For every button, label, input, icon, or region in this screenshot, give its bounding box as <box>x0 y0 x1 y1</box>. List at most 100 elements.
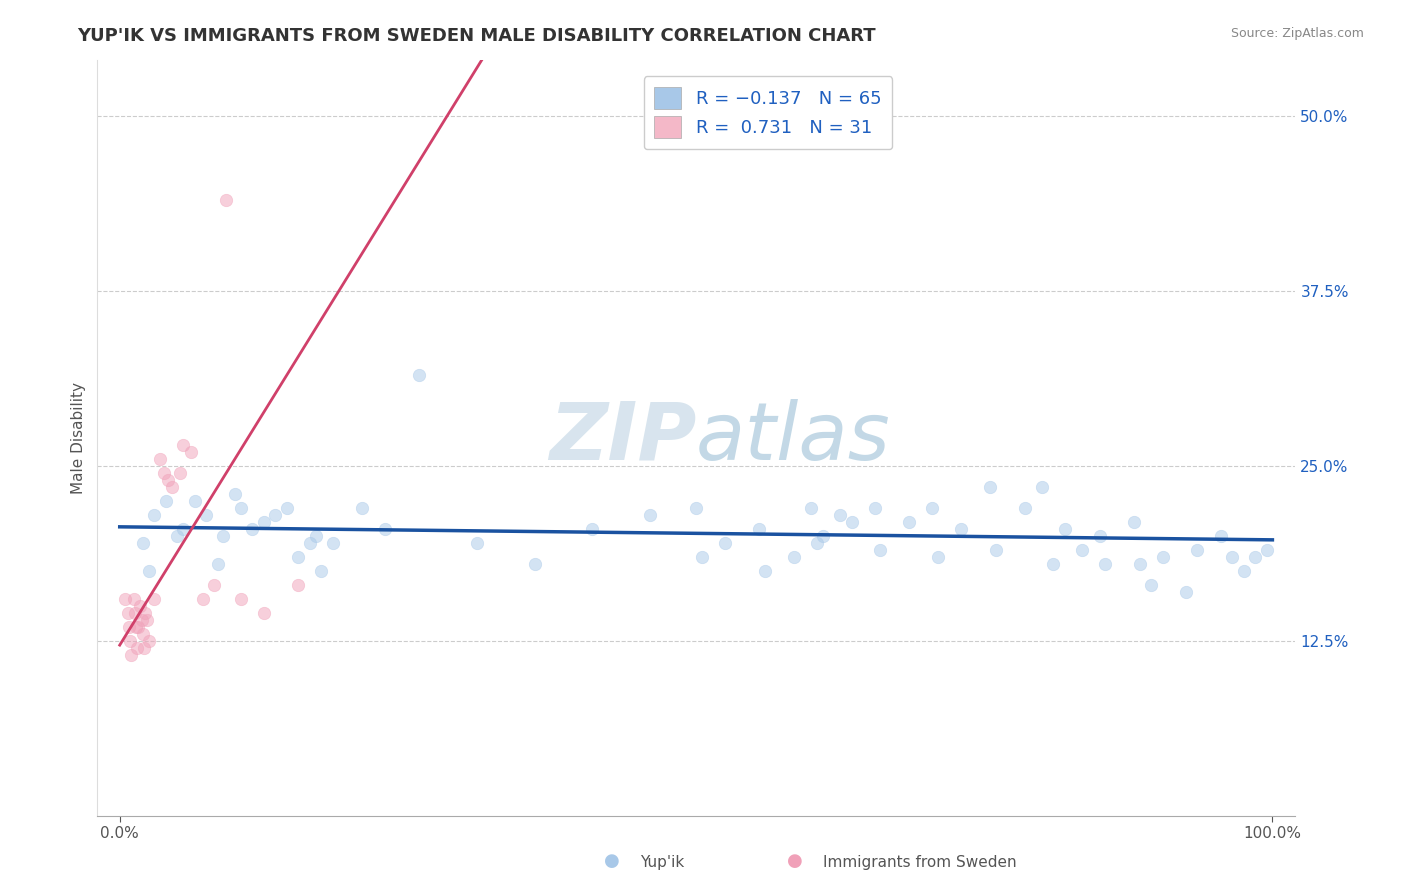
Point <box>114 591 136 606</box>
Point <box>264 508 287 522</box>
Point <box>1031 480 1053 494</box>
Point <box>841 515 863 529</box>
Point <box>714 536 737 550</box>
Point <box>1187 542 1209 557</box>
Point <box>120 648 142 662</box>
Point <box>1152 549 1174 564</box>
Point <box>748 522 770 536</box>
Point <box>172 438 194 452</box>
Text: ZIP: ZIP <box>548 399 696 476</box>
Legend: R = −0.137   N = 65, R =  0.731   N = 31: R = −0.137 N = 65, R = 0.731 N = 31 <box>644 76 893 149</box>
Point <box>118 620 141 634</box>
Point <box>155 493 177 508</box>
Text: atlas: atlas <box>696 399 891 476</box>
Point <box>240 522 263 536</box>
Point <box>1232 564 1254 578</box>
Point <box>806 536 828 550</box>
Text: Source: ZipAtlas.com: Source: ZipAtlas.com <box>1230 27 1364 40</box>
Point <box>131 613 153 627</box>
Point <box>979 480 1001 494</box>
Point <box>305 529 328 543</box>
Point <box>298 536 321 550</box>
Point <box>408 368 430 382</box>
Point <box>1209 529 1232 543</box>
Point <box>253 515 276 529</box>
Point <box>166 529 188 543</box>
Point <box>898 515 921 529</box>
Point <box>1256 542 1278 557</box>
Point <box>523 557 546 571</box>
Point <box>374 522 396 536</box>
Point <box>215 193 238 207</box>
Point <box>149 451 172 466</box>
Point <box>1071 542 1094 557</box>
Point <box>783 549 806 564</box>
Point <box>800 500 823 515</box>
Point <box>1174 584 1197 599</box>
Point <box>950 522 973 536</box>
Y-axis label: Male Disability: Male Disability <box>72 382 86 494</box>
Point <box>143 508 166 522</box>
Point <box>322 536 344 550</box>
Point <box>311 564 333 578</box>
Point <box>202 578 225 592</box>
Point <box>169 466 191 480</box>
Point <box>465 536 488 550</box>
Point <box>984 542 1007 557</box>
Point <box>754 564 776 578</box>
Text: ●: ● <box>603 852 620 870</box>
Point <box>207 557 229 571</box>
Point <box>195 508 218 522</box>
Point <box>127 620 149 634</box>
Point <box>1129 557 1152 571</box>
Text: ●: ● <box>786 852 803 870</box>
Point <box>350 500 373 515</box>
Text: Yup'ik: Yup'ik <box>640 855 683 870</box>
Point <box>191 591 214 606</box>
Point <box>122 591 145 606</box>
Point <box>183 493 205 508</box>
Point <box>1014 500 1036 515</box>
Point <box>229 591 252 606</box>
Point <box>143 591 166 606</box>
Point <box>132 627 155 641</box>
Point <box>581 522 603 536</box>
Point <box>152 466 174 480</box>
Point <box>125 640 148 655</box>
Point <box>157 473 180 487</box>
Point <box>138 564 160 578</box>
Point <box>1094 557 1116 571</box>
Point <box>125 620 148 634</box>
Text: YUP'IK VS IMMIGRANTS FROM SWEDEN MALE DISABILITY CORRELATION CHART: YUP'IK VS IMMIGRANTS FROM SWEDEN MALE DI… <box>77 27 876 45</box>
Point <box>172 522 194 536</box>
Point <box>685 500 707 515</box>
Point <box>1244 549 1267 564</box>
Point <box>120 633 142 648</box>
Point <box>180 444 202 458</box>
Point <box>253 606 276 620</box>
Point <box>1042 557 1064 571</box>
Point <box>811 529 834 543</box>
Point <box>638 508 661 522</box>
Point <box>138 633 160 648</box>
Point <box>124 606 146 620</box>
Point <box>830 508 852 522</box>
Point <box>863 500 886 515</box>
Point <box>1220 549 1243 564</box>
Point <box>134 606 156 620</box>
Point <box>927 549 949 564</box>
Point <box>136 613 159 627</box>
Point <box>224 487 246 501</box>
Point <box>869 542 891 557</box>
Point <box>132 640 155 655</box>
Point <box>690 549 713 564</box>
Text: Immigrants from Sweden: Immigrants from Sweden <box>823 855 1017 870</box>
Point <box>132 536 155 550</box>
Point <box>287 578 309 592</box>
Point <box>1140 578 1163 592</box>
Point <box>160 480 183 494</box>
Point <box>921 500 943 515</box>
Point <box>1088 529 1111 543</box>
Point <box>276 500 298 515</box>
Point <box>1123 515 1146 529</box>
